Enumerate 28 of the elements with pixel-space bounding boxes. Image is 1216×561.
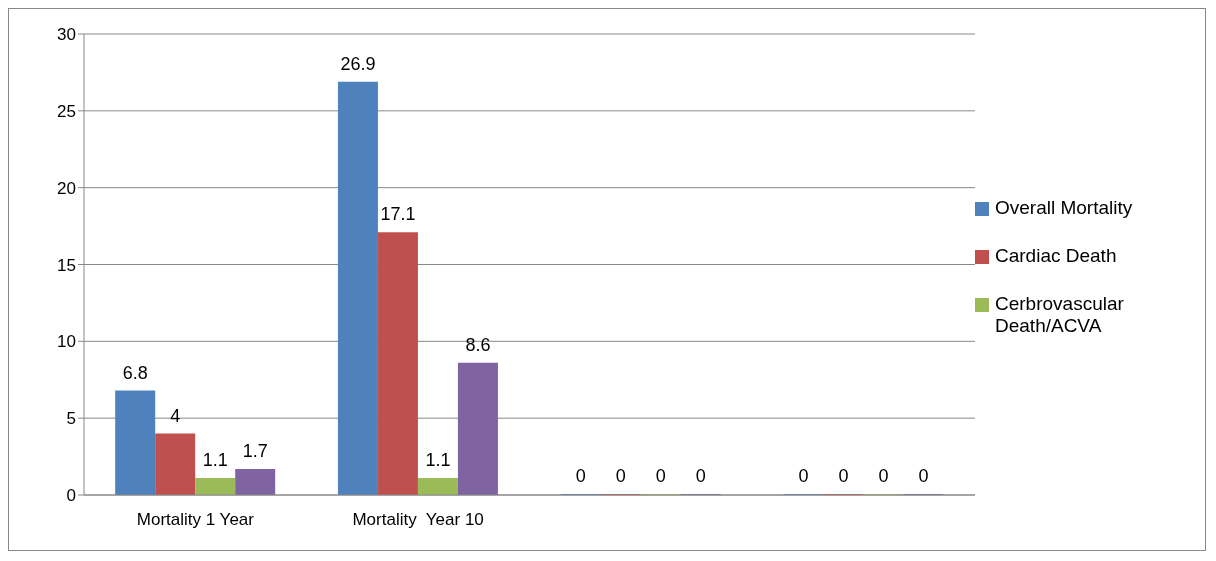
legend-label: Overall Mortality xyxy=(995,196,1133,219)
data-label: 1.7 xyxy=(242,440,268,461)
x-tick-label: Mortality 1 Year xyxy=(136,510,255,529)
legend-label: Cerbrovascular Death/ACVA xyxy=(995,292,1125,337)
y-tick-label: 25 xyxy=(57,101,76,121)
data-label: 0 xyxy=(798,466,809,486)
data-label: 1.1 xyxy=(425,450,451,471)
data-label: 0 xyxy=(878,466,889,486)
y-tick-label: 5 xyxy=(66,409,76,429)
data-label: 8.6 xyxy=(465,334,491,355)
y-tick-label: 15 xyxy=(57,255,76,275)
y-tick-label: 10 xyxy=(57,332,76,352)
y-tick-label: 20 xyxy=(57,178,76,198)
data-label: 0 xyxy=(838,466,849,486)
y-tick-label: 0 xyxy=(66,486,76,506)
data-label: 1.1 xyxy=(202,450,228,471)
data-label: 0 xyxy=(918,466,929,486)
data-label: 0 xyxy=(695,466,706,486)
data-label: 0 xyxy=(655,466,666,486)
y-tick-label: 30 xyxy=(57,25,76,45)
data-label: 17.1 xyxy=(380,204,416,225)
data-label: 0 xyxy=(615,466,626,486)
data-label: 26.9 xyxy=(340,53,376,74)
data-label: 6.8 xyxy=(122,362,148,383)
data-label: 4 xyxy=(170,405,181,426)
legend-label: Cardiac Death xyxy=(995,244,1117,267)
data-label: 0 xyxy=(575,466,586,486)
x-tick-label: Mortality Year 10 xyxy=(352,510,484,529)
